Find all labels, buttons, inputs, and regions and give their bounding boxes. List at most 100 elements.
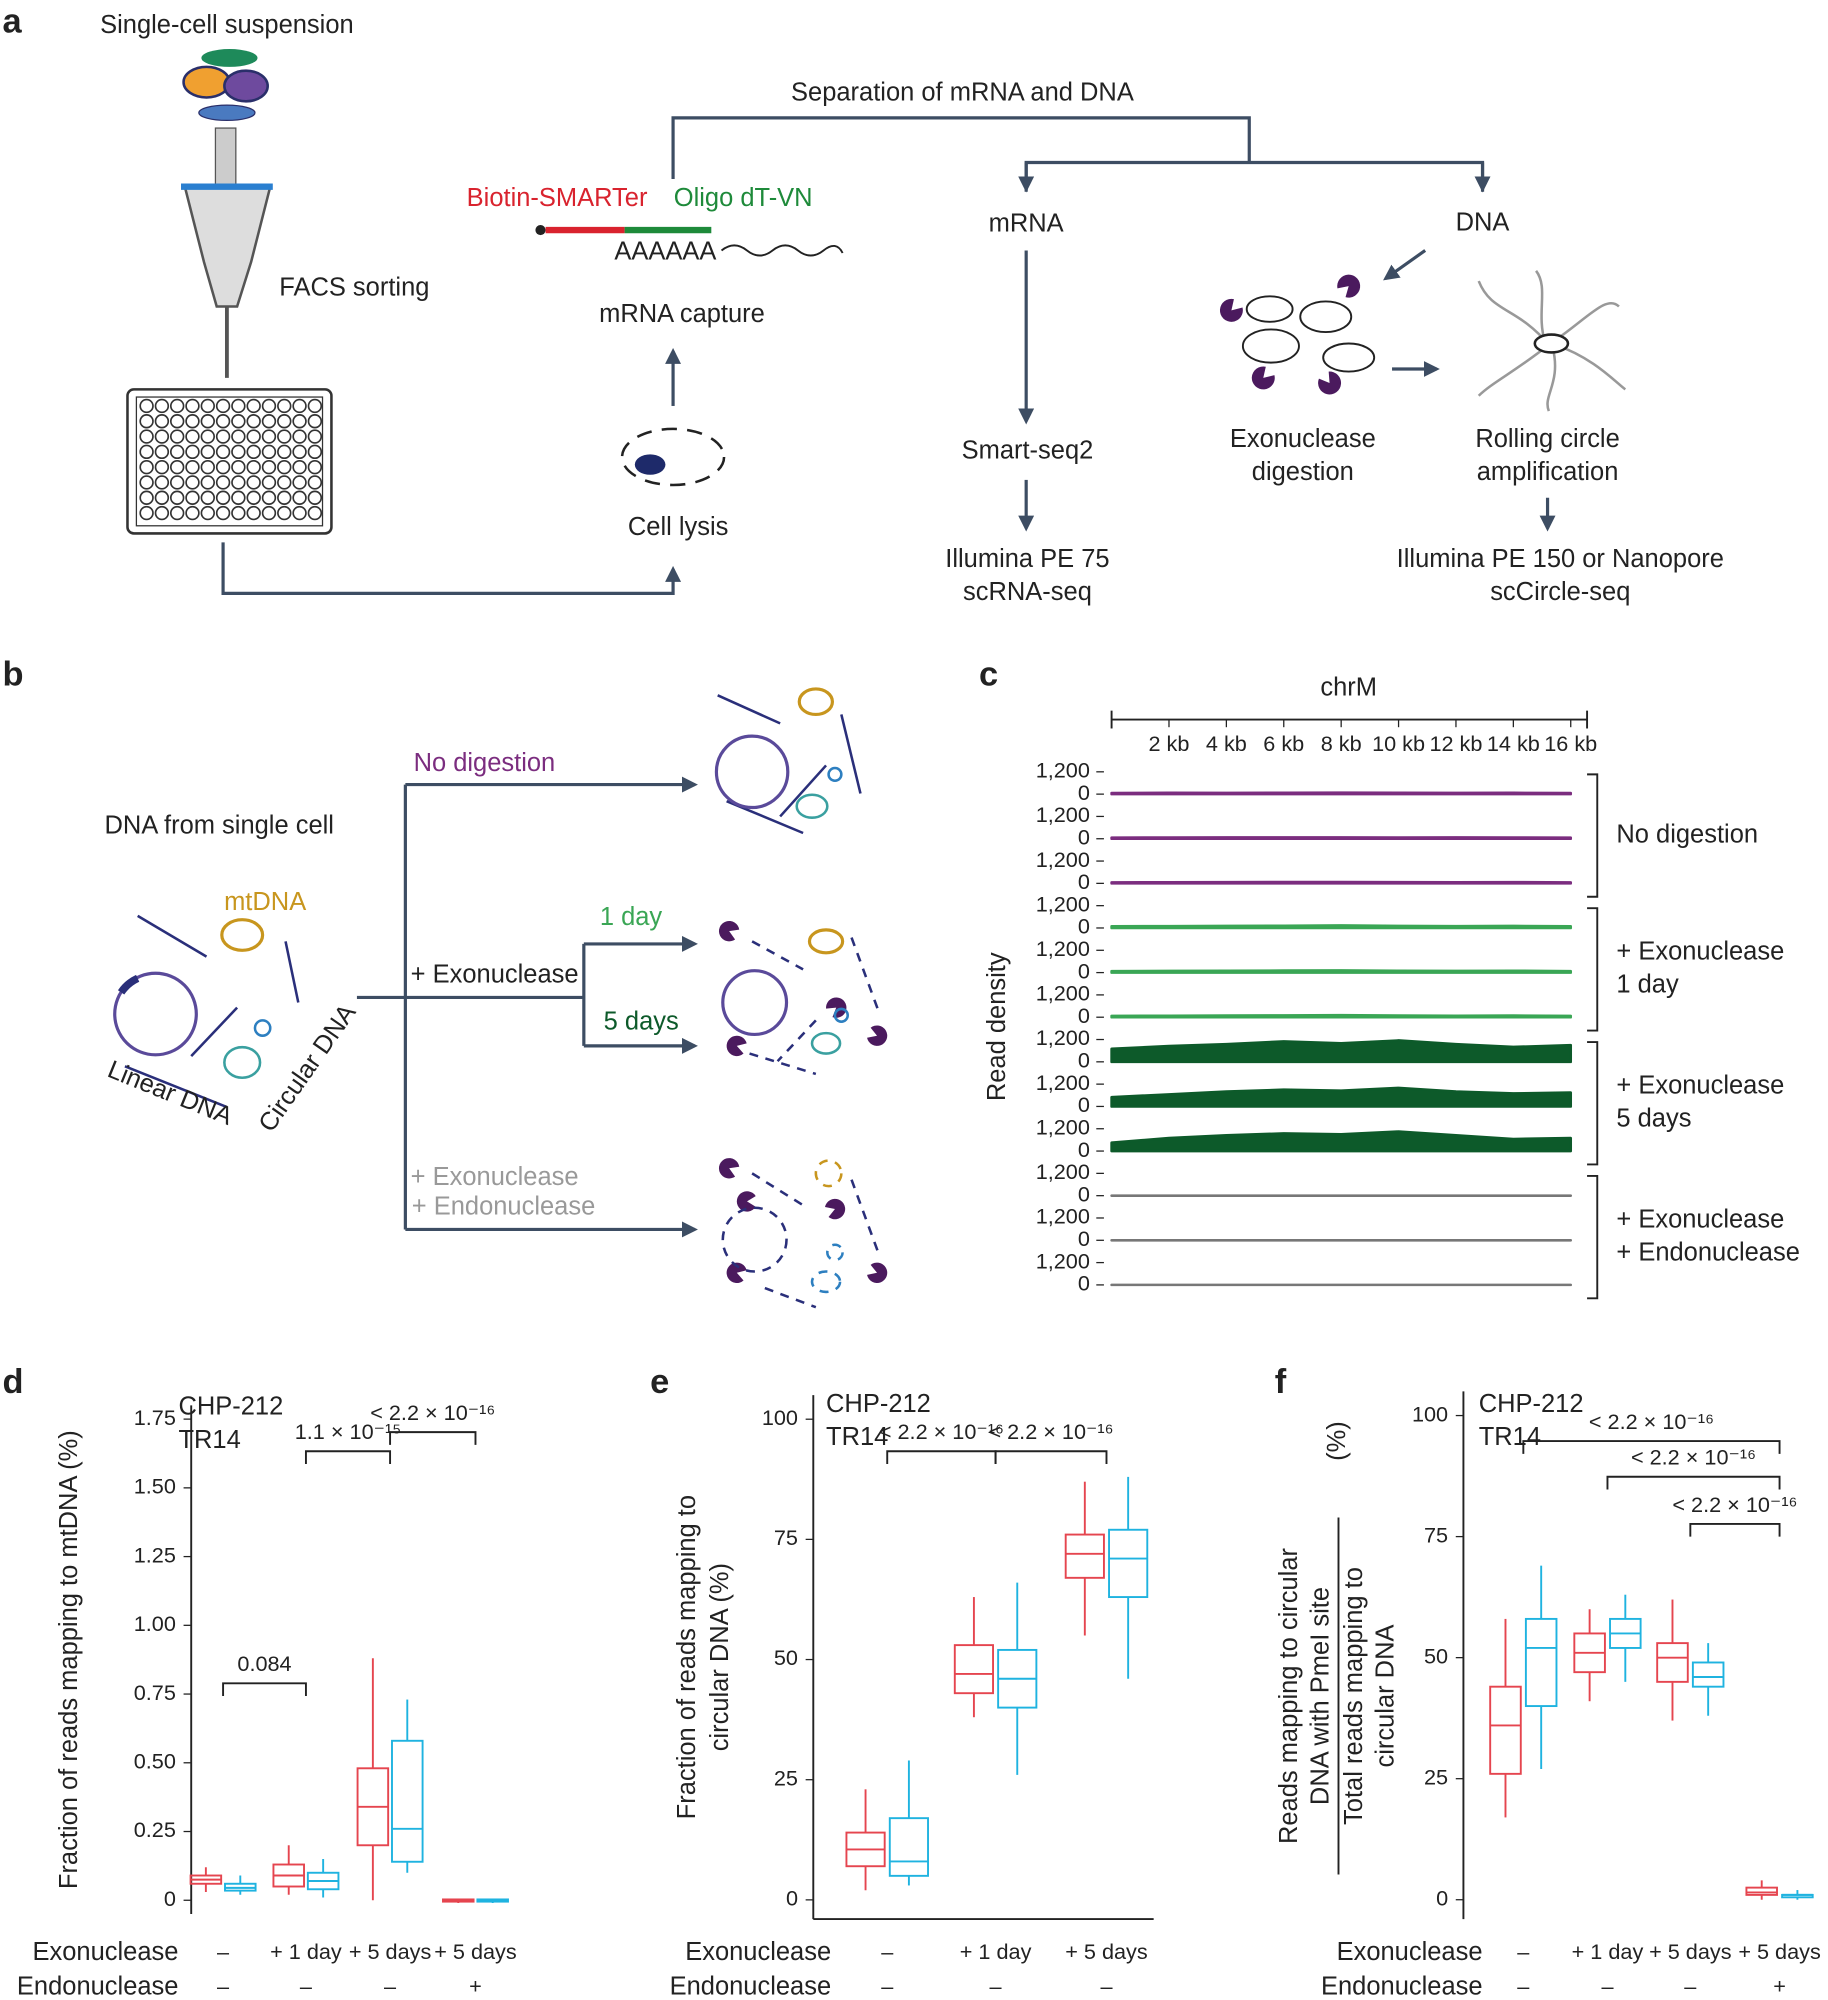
box <box>1064 1533 1105 1579</box>
condition-label: + <box>1773 1974 1786 1999</box>
well <box>292 459 307 475</box>
label: DNA <box>1456 208 1510 236</box>
small-circle <box>795 793 829 819</box>
y-tick-label: 25 <box>1424 1764 1448 1789</box>
mtdna <box>797 687 835 717</box>
well <box>215 505 231 521</box>
well <box>261 490 277 505</box>
label: Cell lysis <box>628 513 729 541</box>
arrow <box>221 542 682 595</box>
panel-b-drawing <box>113 687 881 1309</box>
biotin <box>535 224 546 236</box>
panel-letter: d <box>3 1363 24 1401</box>
significance-bracket <box>1689 1522 1781 1537</box>
well <box>154 459 170 475</box>
exonuclease <box>718 920 740 942</box>
well <box>185 505 200 521</box>
well <box>215 459 231 475</box>
condition-label: – <box>881 1939 894 1964</box>
condition-label: – <box>990 1974 1003 1999</box>
well <box>277 398 292 414</box>
legend-label: CHP-212 <box>178 1393 283 1421</box>
condition-label: – <box>217 1974 230 1999</box>
y-tick-label: 75 <box>1424 1522 1448 1547</box>
well <box>185 414 200 429</box>
legend-label: + Exonuclease <box>1616 1071 1784 1099</box>
panel-letter: b <box>3 655 24 693</box>
well <box>292 414 307 429</box>
y-tick-label: 1.50 <box>134 1474 176 1499</box>
well <box>261 459 277 475</box>
y-tick-label: 0 <box>1078 824 1090 849</box>
well <box>292 475 307 490</box>
y-tick-label: 0 <box>1436 1885 1448 1910</box>
well <box>139 429 154 444</box>
condition-label: – <box>1517 1974 1530 1999</box>
well <box>169 505 185 521</box>
well <box>154 444 170 460</box>
tree <box>1024 160 1485 192</box>
condition-label: + 5 days <box>1649 1939 1732 1964</box>
label: Exonuclease <box>1230 425 1376 453</box>
well <box>277 490 292 505</box>
p-value: < 2.2 × 10⁻¹⁶ <box>1589 1409 1714 1434</box>
well <box>261 398 277 414</box>
well <box>231 444 246 460</box>
y-tick-label: 0 <box>1078 1226 1090 1251</box>
well <box>185 459 200 475</box>
well <box>292 429 307 444</box>
condition-label: + 5 days <box>1065 1939 1148 1964</box>
y-tick-label: 0 <box>1078 1003 1090 1028</box>
y-tick-label: 0 <box>1078 958 1090 983</box>
mtdna <box>220 918 265 952</box>
tree <box>356 784 407 1230</box>
label: Linear DNA <box>104 1056 237 1131</box>
label: digestion <box>1252 458 1354 486</box>
x-tick-label: 2 kb <box>1149 731 1190 756</box>
legend-label: CHP-212 <box>826 1390 931 1418</box>
well <box>139 490 154 505</box>
y-axis-label: Fraction of reads mapping to <box>673 1495 701 1819</box>
well <box>307 414 323 429</box>
x-tick-label: 10 kb <box>1372 731 1425 756</box>
well <box>215 490 231 505</box>
well <box>215 475 231 490</box>
y-axis-label: Fraction of reads mapping to mtDNA (%) <box>55 1430 83 1889</box>
exonuclease <box>867 1025 888 1046</box>
condition-label: – <box>1100 1974 1113 1999</box>
small-circle <box>253 1019 272 1037</box>
y-tick-label: 0 <box>1078 914 1090 939</box>
panel-letter: c <box>979 655 998 693</box>
box <box>888 1817 929 1877</box>
x-tick-label: 6 kb <box>1263 731 1304 756</box>
well <box>307 444 323 460</box>
y-tick-label: 1,200 <box>1036 1248 1090 1273</box>
well <box>200 475 215 490</box>
label: scCircle-seq <box>1490 578 1630 606</box>
group-bracket <box>1587 1041 1599 1166</box>
mtdna <box>807 928 845 955</box>
y-tick-label: 0 <box>1078 1137 1090 1162</box>
exonuclease <box>718 1158 740 1179</box>
well <box>307 459 323 475</box>
well <box>169 475 185 490</box>
condition-label: – <box>881 1974 894 1999</box>
y-tick-label: 100 <box>762 1405 798 1430</box>
well <box>246 505 261 521</box>
x-tick-label: 16 kb <box>1544 731 1597 756</box>
well <box>231 398 246 414</box>
y-tick-label: 0 <box>1078 1181 1090 1206</box>
label: mtDNA <box>224 888 306 916</box>
well <box>261 475 277 490</box>
x-tick-label: 14 kb <box>1487 731 1540 756</box>
group-bracket <box>1587 907 1599 1032</box>
well <box>307 398 323 414</box>
y-tick-label: 0 <box>1078 1092 1090 1117</box>
label: FACS sorting <box>279 273 429 301</box>
well <box>215 398 231 414</box>
panel-a-drawing <box>126 49 1627 1283</box>
well <box>154 414 170 429</box>
well <box>169 459 185 475</box>
significance-bracket <box>1522 1440 1781 1454</box>
